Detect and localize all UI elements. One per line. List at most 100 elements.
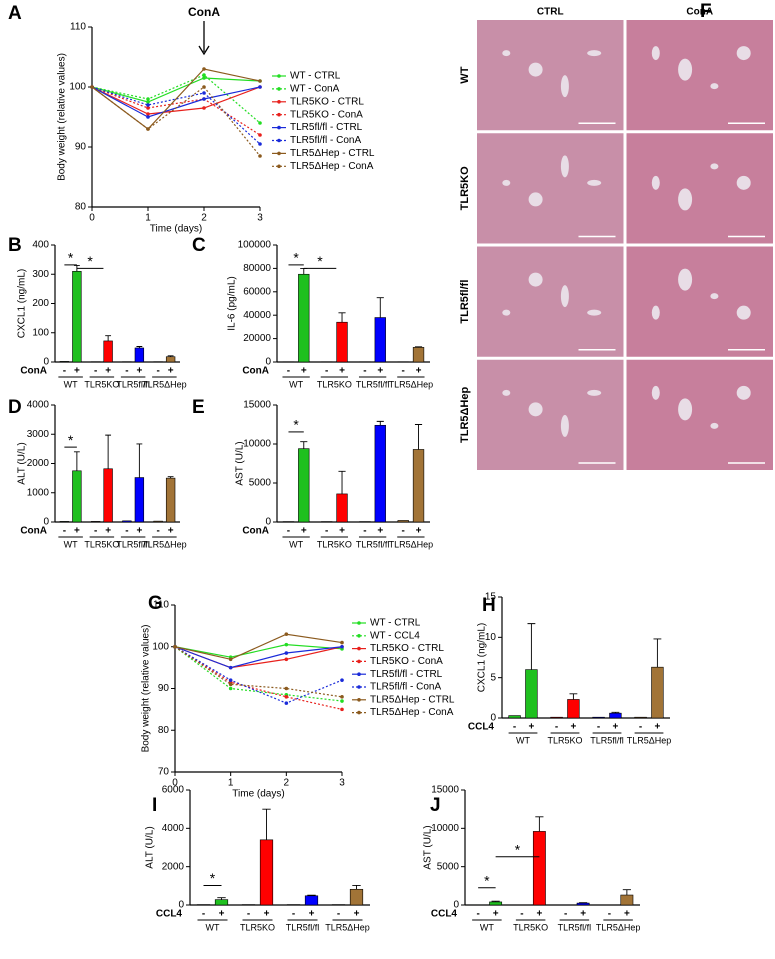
bar — [90, 521, 101, 523]
panel-letter: J — [430, 795, 441, 816]
row-label: WT — [459, 66, 471, 83]
row-label: TLR5fl/fl — [459, 280, 471, 324]
legend-marker — [357, 710, 361, 715]
legend-label: TLR5fl/fl - CTRL — [290, 122, 363, 133]
bar — [576, 902, 590, 906]
treatment-sign: + — [612, 722, 618, 733]
y-tick-label: 20000 — [243, 333, 271, 344]
y-tick-label: 0 — [490, 713, 496, 724]
treatment-sign: - — [292, 909, 295, 920]
vessel — [560, 285, 569, 308]
treatment-sign: - — [597, 722, 600, 733]
treatment-sign: + — [74, 366, 80, 377]
error-bar — [217, 897, 226, 900]
error-bar — [105, 335, 112, 341]
x-tick-label: TLR5ΔHep — [142, 379, 187, 389]
series-line — [91, 77, 261, 103]
vessel — [710, 163, 719, 170]
treatment-sign: - — [94, 366, 97, 377]
treatment-sign: + — [264, 909, 270, 920]
bar — [122, 520, 132, 523]
y-tick-label: 100 — [32, 327, 49, 338]
x-tick-label: WT — [516, 735, 530, 745]
error-bar — [535, 816, 544, 832]
legend-label: WT - CTRL — [290, 71, 341, 82]
bar — [397, 520, 409, 523]
treatment-sign: - — [287, 526, 290, 537]
point — [284, 695, 289, 699]
x-tick-label: TLR5KO — [547, 735, 582, 745]
treatment-sign: + — [493, 909, 499, 920]
treatment-label: ConA — [20, 526, 47, 537]
point — [284, 657, 289, 662]
treatment-sign: + — [377, 526, 383, 537]
bar — [72, 470, 82, 523]
bar — [214, 899, 229, 906]
treatment-sign: - — [513, 722, 516, 733]
x-tick-label: TLR5KO — [240, 922, 275, 932]
y-axis-label: AST (U/L) — [423, 825, 434, 869]
y-tick-label: 2000 — [27, 458, 50, 469]
point — [146, 112, 150, 116]
vessel — [710, 293, 719, 300]
treatment-sign: + — [416, 526, 422, 537]
legend-label: WT - CTRL — [370, 618, 421, 629]
legend-label: TLR5ΔHep - CTRL — [370, 694, 455, 705]
error-bar — [611, 711, 620, 714]
significance-star: * — [293, 250, 299, 266]
point — [284, 642, 289, 647]
error-bar — [136, 346, 143, 348]
treatment-sign: - — [125, 526, 128, 537]
point — [258, 79, 262, 83]
y-axis-label: ALT (U/L) — [145, 826, 156, 868]
point — [146, 115, 150, 119]
error-bar — [653, 638, 662, 668]
legend-marker — [277, 138, 281, 143]
bar — [374, 424, 386, 523]
y-tick-label: 15000 — [431, 785, 459, 796]
x-tick-label: TLR5fl/fl — [116, 539, 150, 549]
treatment-sign: - — [325, 526, 328, 537]
treatment-label: CCL4 — [431, 909, 458, 920]
vessel — [502, 389, 511, 396]
bar — [525, 669, 538, 719]
histology-image — [477, 246, 624, 357]
point — [284, 686, 289, 691]
histology-image — [477, 133, 624, 244]
legend-marker — [357, 621, 361, 625]
vessel — [678, 398, 693, 421]
legend-marker — [277, 74, 281, 78]
point — [202, 97, 206, 101]
error-bar — [376, 297, 384, 318]
bar — [72, 271, 82, 363]
point — [202, 76, 206, 80]
y-axis-label: IL-6 (pg/mL) — [227, 276, 238, 330]
vessel — [587, 389, 602, 396]
y-tick-label: 70 — [158, 767, 170, 778]
x-tick-label: TLR5ΔHep — [325, 922, 370, 932]
treatment-sign: + — [528, 722, 534, 733]
bar — [651, 666, 664, 719]
treatment-sign: + — [354, 909, 360, 920]
error-bar — [307, 894, 316, 896]
vessel — [736, 46, 751, 61]
y-tick-label: 5000 — [249, 478, 272, 489]
vessel — [736, 305, 751, 320]
error-bar — [622, 889, 631, 896]
arrow-head — [198, 45, 210, 56]
error-bar — [300, 441, 308, 449]
point — [340, 695, 344, 699]
treatment-sign: - — [156, 526, 159, 537]
treatment-label: ConA — [242, 526, 269, 537]
vessel — [678, 268, 693, 291]
treatment-sign: + — [301, 366, 307, 377]
y-axis-label: CXCL1 (ng/mL) — [477, 623, 488, 692]
legend-marker — [357, 646, 361, 651]
panel-letter: C — [192, 235, 206, 256]
annotation: ConA — [188, 5, 220, 19]
legend-label: TLR5ΔHep - ConA — [370, 707, 454, 718]
x-tick-label: TLR5ΔHep — [142, 539, 187, 549]
y-tick-label: 4000 — [162, 823, 185, 834]
treatment-sign: - — [63, 366, 66, 377]
x-tick-label: 3 — [339, 778, 345, 789]
